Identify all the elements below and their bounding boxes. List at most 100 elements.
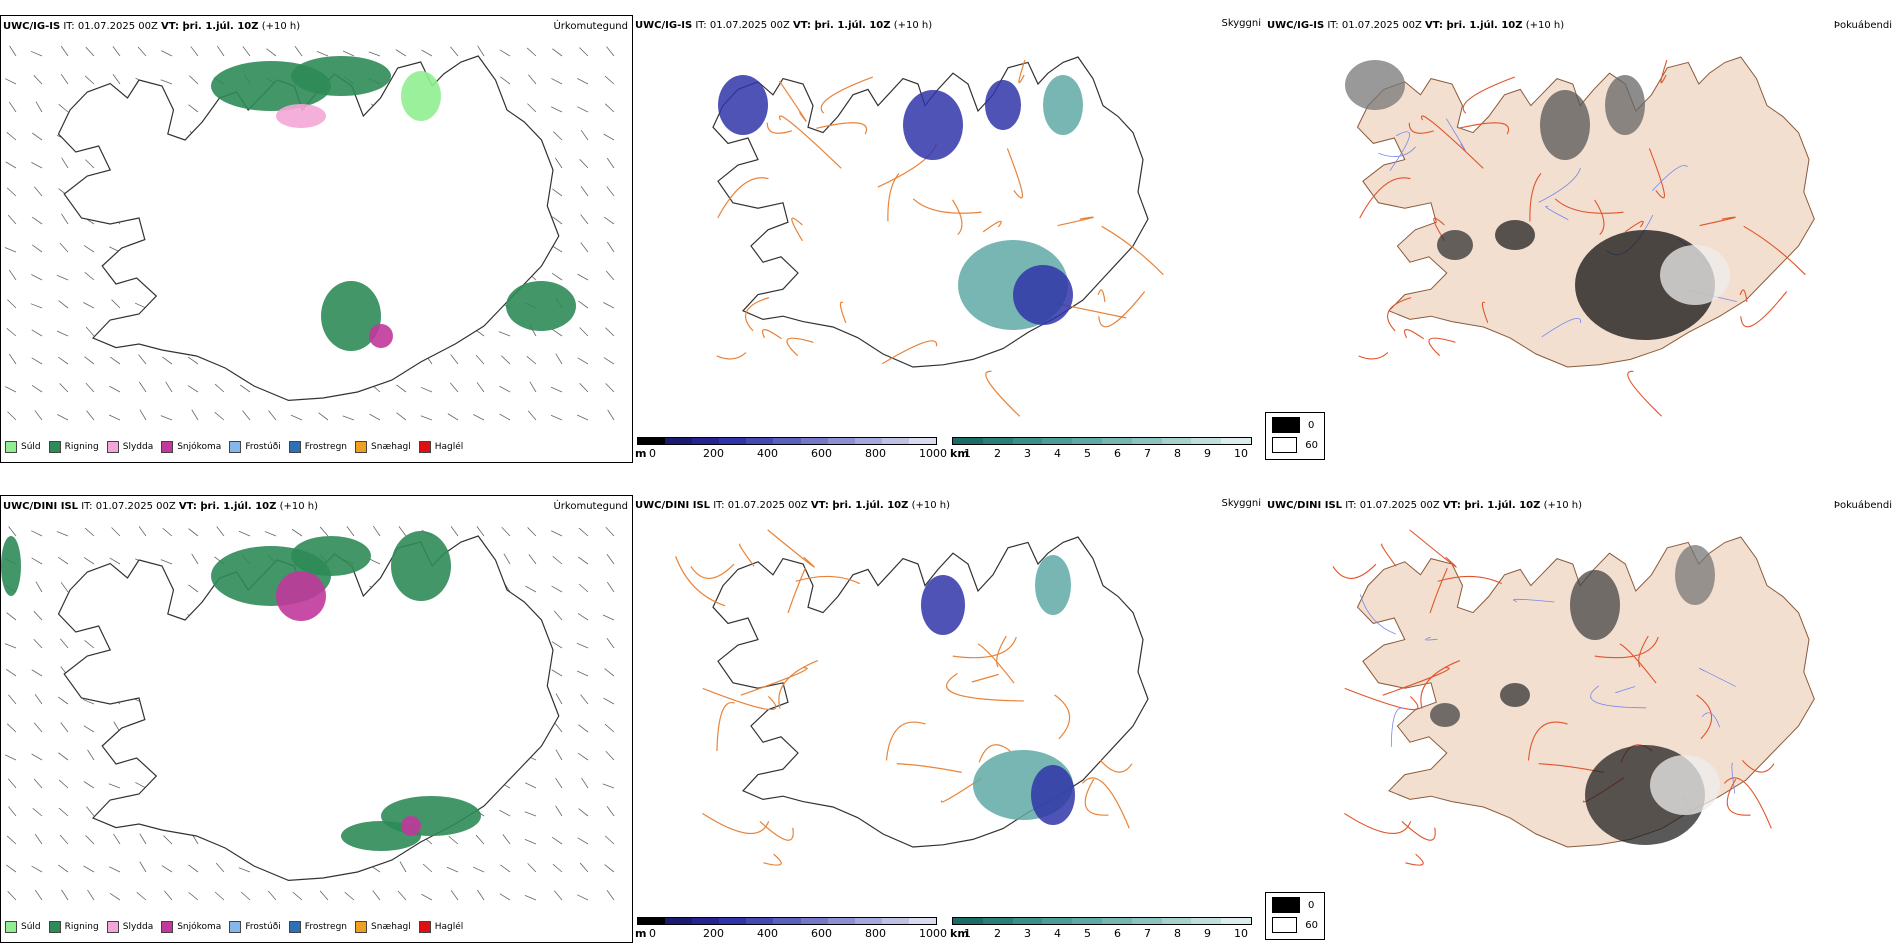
road [740,667,808,696]
visibility-tick-label: 10 [1234,927,1248,940]
wind-barb [9,45,17,57]
visibility-unit-label: km [950,447,969,460]
init-time: IT: 01.07.2025 00Z [692,20,794,31]
visibility-tick-label: 9 [1204,447,1211,460]
visibility-tick-label: 5 [1084,927,1091,940]
wind-barb [33,75,43,85]
panel-title: UWC/IG-IS IT: 01.07.2025 00Z VT: þri. 1.… [3,21,300,32]
wind-barb [605,270,615,281]
fog-area [1675,545,1715,605]
wind-barb [551,78,563,85]
wind-barb [605,750,615,761]
low-visibility-area [985,80,1021,130]
precip-legend-item: Súld [5,921,41,933]
model-name: UWC/IG-IS [3,21,61,32]
road [1358,352,1389,360]
precip-legend-item: Haglél [418,921,463,933]
wind-barb [290,414,303,421]
visibility-tick-label: 4 [1054,927,1061,940]
height-unit-label: m [635,447,647,460]
wind-barb [85,835,95,845]
wind-barb [499,413,511,421]
wind-barb [499,893,511,901]
colorbar-segment [982,438,1013,444]
wind-barb [422,863,433,873]
visibility-tick-label: 1 [964,927,971,940]
wind-barb [527,863,537,873]
road [1429,567,1448,614]
road [1594,199,1605,235]
precip-legend-item: Slydda [106,921,153,933]
colorbar-segment [854,438,882,444]
colorbar-segment [692,918,720,924]
colorbar-segment [800,438,828,444]
wind-barb [85,46,95,57]
wind-barb [6,132,17,141]
wind-barb [577,613,589,621]
wind-barb [346,526,355,537]
wind-barb [34,833,43,845]
colorbar-segment [1042,438,1073,444]
wind-barb [499,809,511,817]
wind-barb [524,838,537,845]
fog-legend: 0 60 [1265,412,1325,460]
wind-barb [316,51,329,57]
road [786,337,814,357]
road [1387,297,1412,332]
precip-legend-item: Slydda [106,441,153,453]
road [1409,529,1457,568]
wind-barb [503,553,511,565]
wind-barb [606,889,615,901]
road [1437,575,1503,585]
wind-barb [32,132,43,141]
low-visibility-area [903,90,963,160]
river [1359,594,1396,635]
wind-barb [188,892,199,901]
wind-barb [605,526,615,537]
fog-legend-max-swatch [1272,917,1298,933]
wind-barb [6,723,17,733]
valid-time: VT: þri. 1.júl. 10Z [178,501,277,512]
wind-barb [60,638,69,649]
wind-barb [449,382,459,393]
wind-barb [108,783,121,789]
visibility-tick-label: 3 [1024,927,1031,940]
wind-barb [555,157,563,169]
wind-barb [84,271,95,281]
colorbar-segment [1012,438,1043,444]
wind-barb [606,581,615,593]
precip-legend-item: Snæhagl [355,441,411,453]
road [1462,76,1515,114]
road [952,636,1017,659]
wind-barb [396,384,407,393]
wind-barb [86,410,95,421]
road [1382,667,1450,696]
wind-barb [603,302,615,309]
legend-swatch [5,921,17,933]
road [1018,59,1026,84]
river [1652,165,1688,192]
wind-barb [342,50,355,57]
wind-barb [6,612,17,621]
wind-barb [607,409,615,421]
legend-swatch [288,441,301,453]
wind-barb [342,415,355,421]
legend-label: Rigning [64,922,99,932]
wind-barb [477,45,485,57]
wind-barb [84,75,95,85]
wind-barb [188,356,199,365]
wind-barb [475,834,485,845]
road [761,329,783,340]
road [795,575,861,585]
low-visibility-area [921,575,965,635]
wind-barb [576,670,589,677]
wind-barb [111,299,121,309]
wind-barb [5,161,17,169]
road [952,199,963,235]
height-tick-label: 1000 [919,447,947,460]
wind-barb [240,384,251,393]
wind-barb [34,693,43,705]
road [1084,778,1109,816]
wind-barb [60,581,69,593]
visibility-tick-label: 6 [1114,447,1121,460]
